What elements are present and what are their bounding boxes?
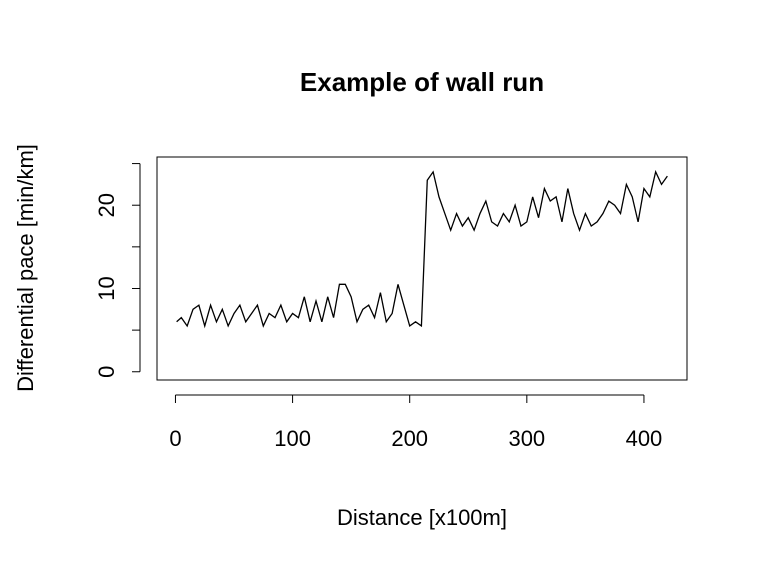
y-axis-label: Differential pace [min/km] — [13, 144, 38, 392]
x-axis-label: Distance [x100m] — [337, 505, 507, 530]
chart-title: Example of wall run — [300, 67, 544, 97]
y-tick-label: 20 — [94, 193, 119, 217]
y-tick-label: 10 — [94, 276, 119, 300]
data-line — [176, 169, 668, 329]
x-tick-label: 100 — [274, 426, 311, 451]
x-tick-label: 200 — [391, 426, 428, 451]
x-tick-label: 400 — [626, 426, 663, 451]
y-tick-label: 0 — [94, 366, 119, 378]
x-tick-label: 0 — [169, 426, 181, 451]
plot-box — [156, 156, 688, 381]
x-tick-label: 300 — [508, 426, 545, 451]
